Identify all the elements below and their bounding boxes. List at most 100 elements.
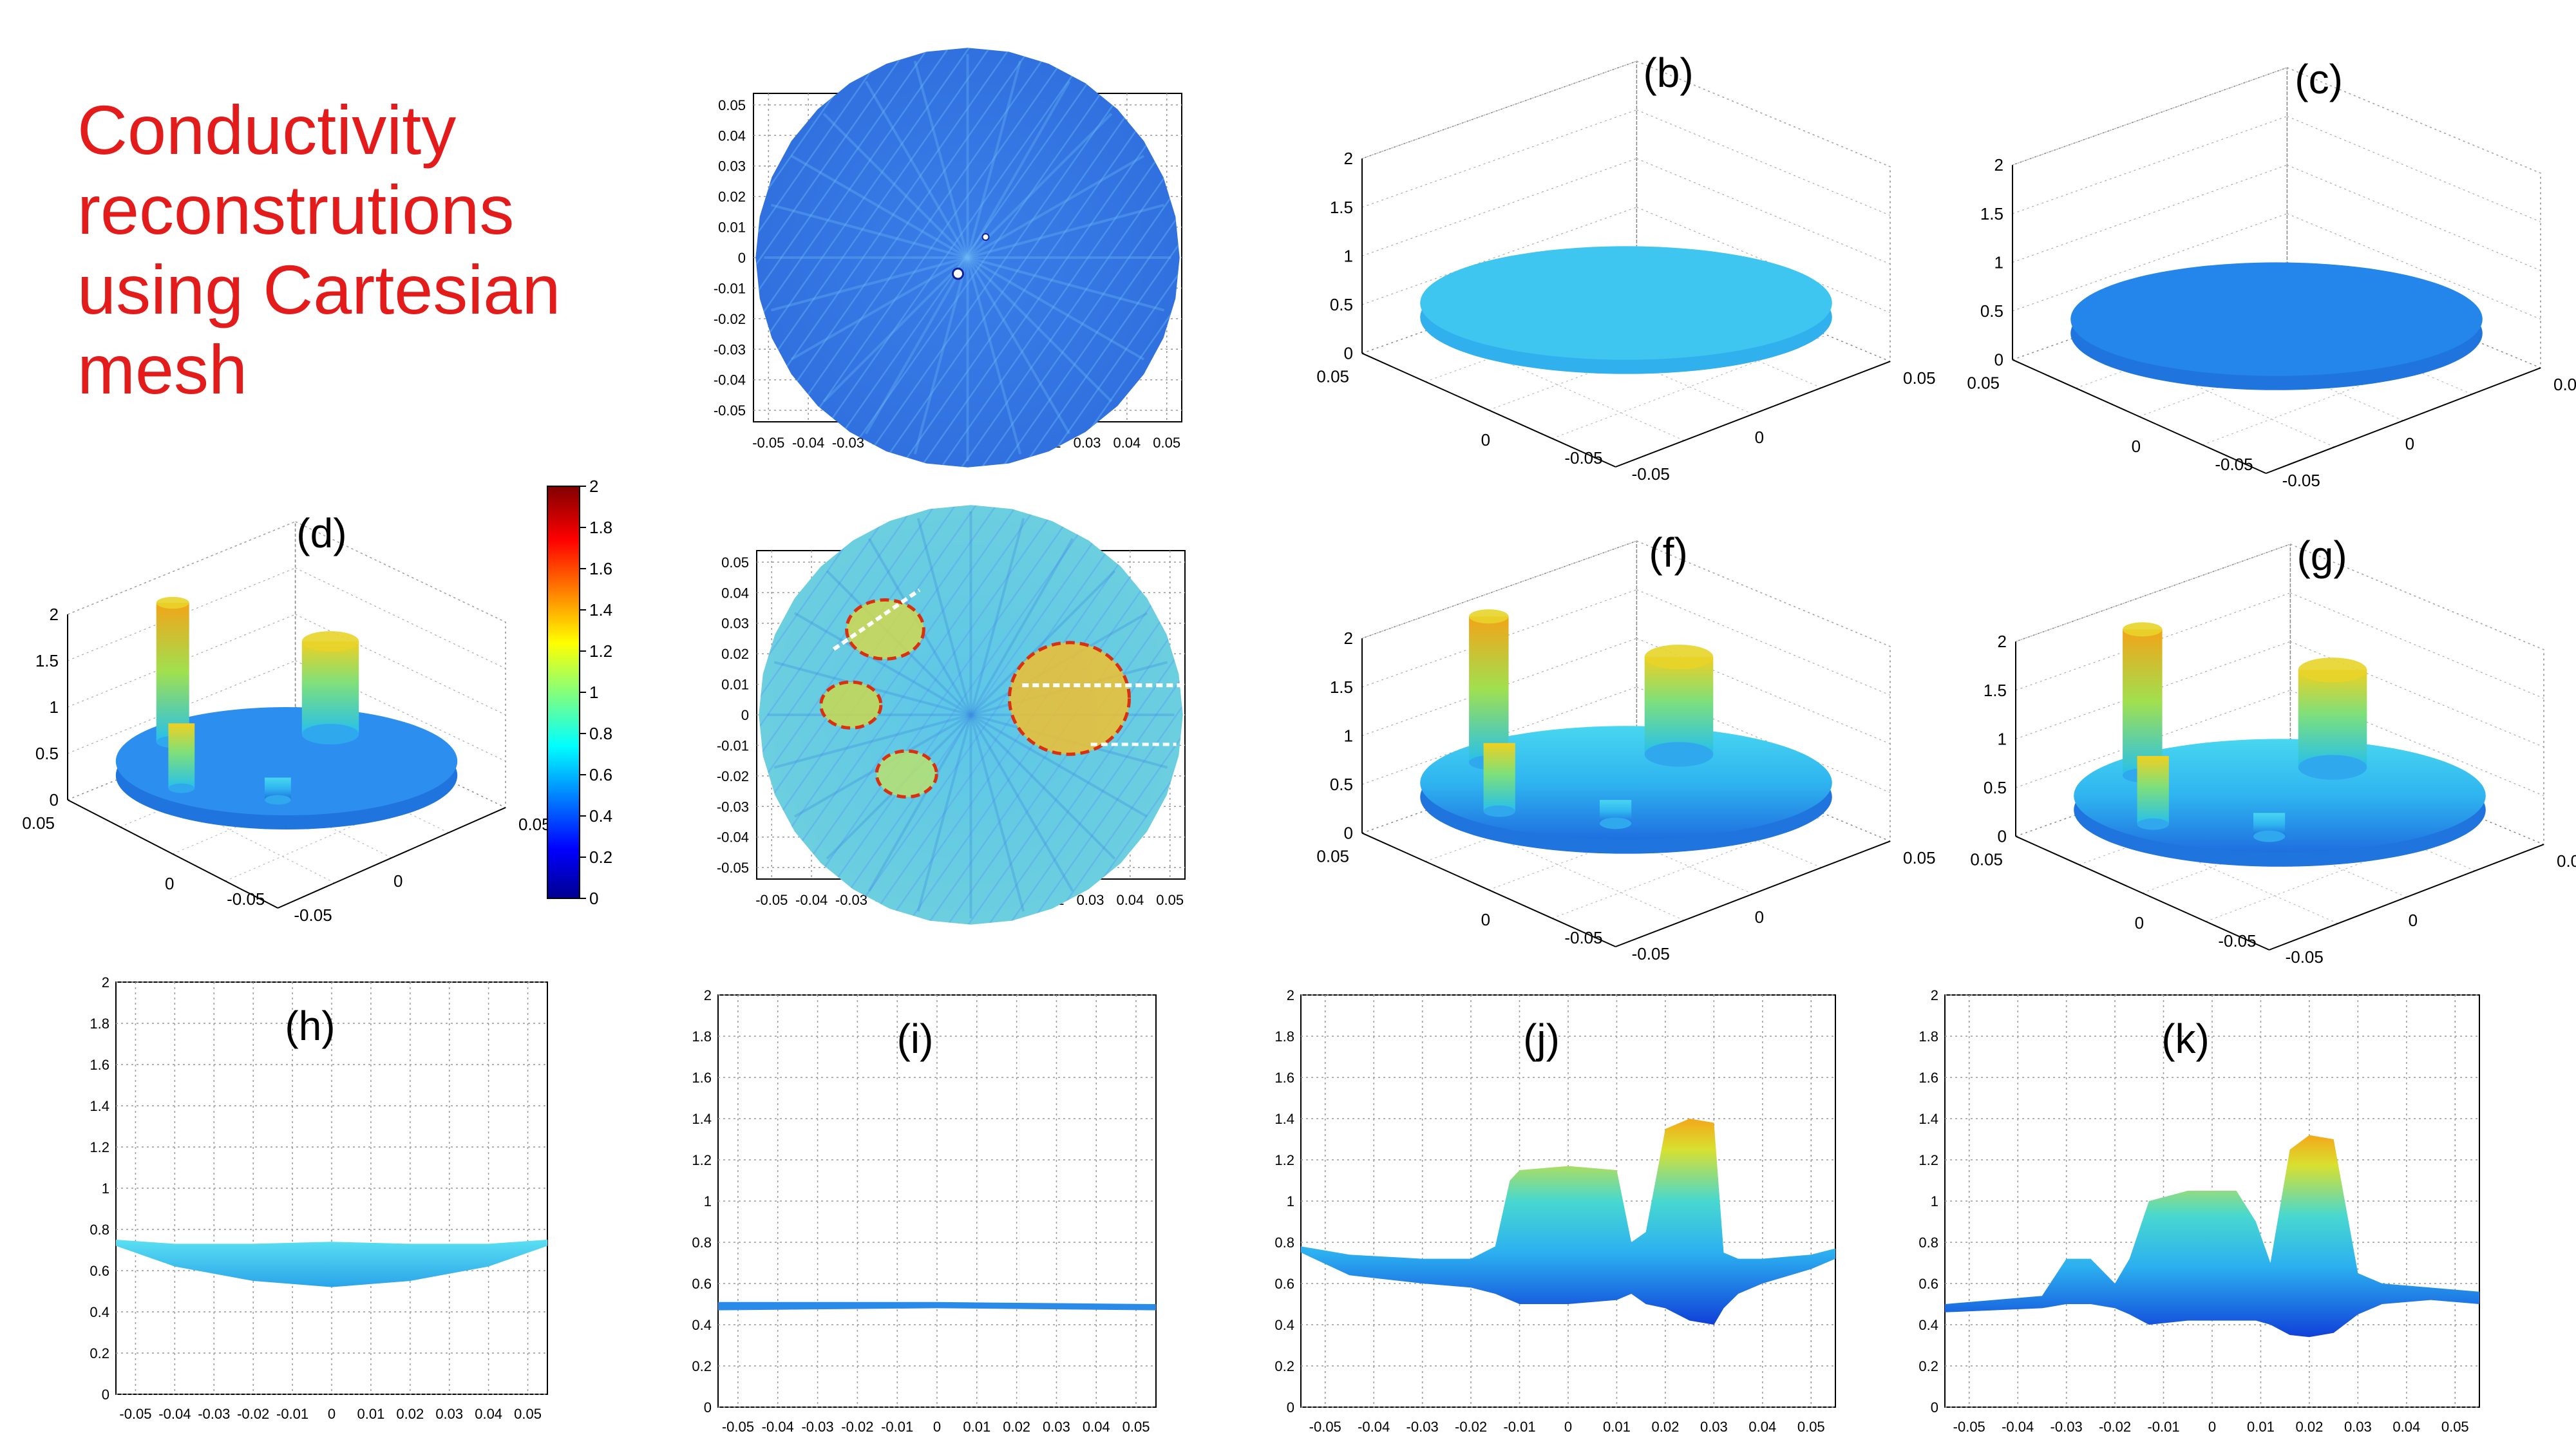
x-tick-label-e: -0.05 bbox=[755, 892, 788, 908]
x-tick-label-b: -0.05 bbox=[1632, 464, 1670, 484]
x-tick-label-h: -0.01 bbox=[276, 1406, 308, 1422]
axis-y bbox=[1615, 840, 1891, 947]
y-tick-label-k: 1.4 bbox=[1918, 1111, 1938, 1127]
y-tick-label-j: 1.8 bbox=[1274, 1028, 1294, 1045]
colorbar-tick-label: 1.4 bbox=[589, 600, 612, 620]
radial-streak bbox=[966, 80, 1071, 259]
grid-z bbox=[2012, 164, 2287, 263]
y-tick-label-h: 1.8 bbox=[90, 1016, 109, 1032]
panel-e: (e)-0.050.05-0.040.04-0.030.03-0.020.02-… bbox=[717, 502, 1186, 925]
radial-streak bbox=[864, 80, 969, 259]
x-tick-label-e: -0.03 bbox=[835, 892, 867, 908]
y-tick-label-a: 0 bbox=[738, 250, 746, 266]
panel-j: -0.05 -0.04 -0.03 -0.02 -0.01 0 0.01 0.02 0.03 0.… bbox=[1274, 987, 1836, 1435]
colorbar-tick-label: 0 bbox=[589, 889, 598, 908]
radial-streak bbox=[969, 538, 1074, 715]
y-tick-label-i: 1.4 bbox=[692, 1111, 712, 1127]
grid-z bbox=[2012, 213, 2287, 312]
y-tick-label-k: 1.6 bbox=[1918, 1070, 1938, 1086]
x-tick-label-k: -0.03 bbox=[2050, 1419, 2083, 1435]
x-tick-label-a: -0.04 bbox=[792, 435, 824, 451]
y-tick-label-e: 0.02 bbox=[721, 646, 749, 662]
colorbar-tick-label: 0.4 bbox=[589, 806, 612, 826]
y-tick-label-e: 0.01 bbox=[721, 677, 749, 693]
y-tick-label-a: 0.05 bbox=[718, 97, 746, 113]
x-tick-label-i: 0 bbox=[933, 1419, 941, 1435]
panel-f: 0 0.5 1 1.5 2 0.05 0 -0.05 -0.05 0 0.05 (f) bbox=[1316, 529, 1935, 963]
axis-x bbox=[1361, 832, 1616, 947]
inclusion-peak bbox=[2137, 755, 2169, 824]
y-tick-label-i: 1.2 bbox=[692, 1152, 712, 1168]
y-tick-label-e: 0 bbox=[741, 707, 749, 723]
y-tick-label-h: 1.6 bbox=[90, 1057, 109, 1073]
y-tick-label-e: 0.05 bbox=[721, 554, 749, 571]
z-tick-label-b: 1 bbox=[1344, 246, 1353, 265]
y-tick-label-b: 0 bbox=[1481, 430, 1490, 450]
peak-top bbox=[301, 631, 359, 652]
x-tick-label-k: 0.03 bbox=[2344, 1419, 2372, 1435]
z-tick-label-g: 2 bbox=[1998, 632, 2007, 651]
colorbar-tick-label: 0.8 bbox=[589, 724, 612, 743]
axis-x bbox=[2012, 359, 2267, 474]
y-tick-label-i: 1.8 bbox=[692, 1028, 712, 1045]
radial-streak bbox=[966, 257, 1071, 435]
x-tick-label-h: 0.01 bbox=[357, 1406, 384, 1422]
grid-z bbox=[1361, 109, 1637, 208]
surface-d bbox=[115, 707, 458, 815]
radial-streak bbox=[916, 518, 972, 715]
colorbar-tick-label: 1 bbox=[589, 683, 598, 702]
inclusion-peak bbox=[2298, 670, 2367, 768]
y-tick-label-e: -0.02 bbox=[717, 768, 749, 784]
x-tick-label-i: 0.04 bbox=[1083, 1419, 1110, 1435]
y-tick-label-a: -0.01 bbox=[714, 280, 746, 296]
x-tick-label-h: -0.03 bbox=[198, 1406, 230, 1422]
x-tick-label-b: 0.05 bbox=[1903, 368, 1936, 388]
inclusion-edge bbox=[819, 680, 883, 730]
y-tick-label-d: 0 bbox=[165, 874, 174, 893]
x-tick-label-i: 0.05 bbox=[1122, 1419, 1150, 1435]
y-tick-label-h: 1.4 bbox=[90, 1098, 109, 1114]
peak-top bbox=[2123, 622, 2163, 637]
y-tick-label-f: 0.05 bbox=[1316, 847, 1349, 866]
z-tick-label-b: 0.5 bbox=[1330, 295, 1353, 314]
panel-a: (a)-0.050.05-0.040.04-0.030.03-0.020.02-… bbox=[714, 44, 1182, 468]
x-tick-label-j: -0.05 bbox=[1309, 1419, 1341, 1435]
x-tick-label-a: 0.04 bbox=[1113, 435, 1141, 451]
panel-d: 0 0.5 1 1.5 2 0.05 0 -0.05 -0.05 0 0.05 (d) bbox=[22, 510, 551, 925]
y-tick-label-e: -0.01 bbox=[717, 737, 749, 753]
z-tick-label-g: 0 bbox=[1998, 827, 2007, 846]
radial-streak bbox=[864, 257, 969, 435]
inclusion-edge bbox=[875, 749, 938, 799]
y-tick-label-c: 0.05 bbox=[1967, 374, 2000, 393]
y-tick-label-k: 0.4 bbox=[1918, 1317, 1938, 1333]
inclusion-peak bbox=[1469, 616, 1509, 762]
heading-line-4: mesh bbox=[77, 330, 248, 408]
z-tick-label-d: 1 bbox=[50, 697, 59, 717]
z-tick-label-f: 0 bbox=[1344, 824, 1353, 843]
y-tick-label-f: 0 bbox=[1481, 910, 1490, 929]
radial-streak bbox=[969, 714, 1074, 892]
z-tick-label-g: 1 bbox=[1998, 729, 2007, 748]
x-tick-label-i: -0.02 bbox=[841, 1419, 873, 1435]
y-tick-label-h: 0.6 bbox=[90, 1263, 109, 1279]
y-tick-label-e: -0.05 bbox=[717, 860, 749, 876]
y-tick-label-e: -0.03 bbox=[717, 799, 749, 815]
y-tick-label-c: -0.05 bbox=[2215, 455, 2253, 474]
inclusion-blob bbox=[1009, 642, 1130, 755]
z-tick-label-c: 0 bbox=[1994, 350, 2003, 370]
grid-z bbox=[2012, 116, 2287, 214]
radial-streak bbox=[790, 155, 969, 259]
y-tick-label-k: 1.2 bbox=[1918, 1152, 1938, 1168]
y-tick-label-h: 0.4 bbox=[90, 1304, 109, 1320]
axis-x bbox=[1361, 352, 1616, 468]
x-tick-label-j: -0.02 bbox=[1455, 1419, 1487, 1435]
inclusion-blob bbox=[876, 751, 937, 797]
panel-title-i: (i) bbox=[897, 1016, 934, 1062]
panel-g: 0 0.5 1 1.5 2 0.05 0 -0.05 -0.05 0 0.05 (g) bbox=[1970, 533, 2576, 967]
inclusion-peak bbox=[156, 603, 189, 742]
y-tick-label-g: -0.05 bbox=[2218, 931, 2256, 951]
z-tick-label-f: 1 bbox=[1344, 726, 1353, 745]
radial-streak bbox=[822, 256, 969, 402]
x-tick-label-i: -0.01 bbox=[881, 1419, 913, 1435]
radial-streak bbox=[967, 113, 1113, 259]
